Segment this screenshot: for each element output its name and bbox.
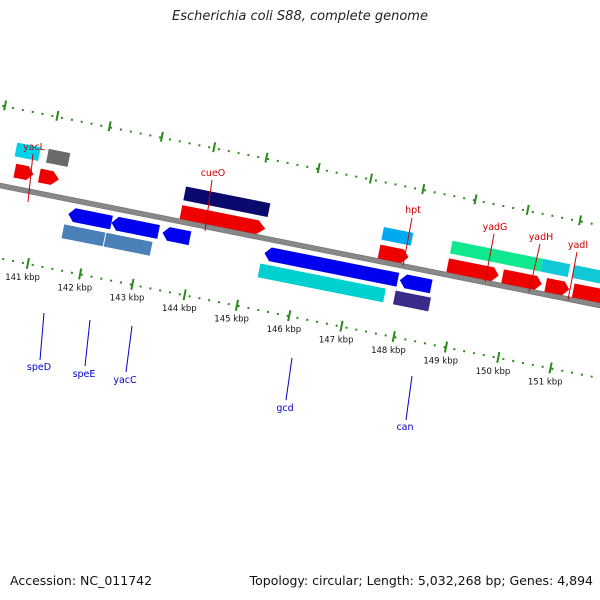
feature-yadG-green[interactable] [450, 240, 543, 272]
gene-label-speE: speE [73, 369, 96, 380]
outer-major-tick [525, 204, 530, 215]
gene-label-yacL: yacL [23, 142, 46, 153]
genome-stats-label: Topology: circular; Length: 5,032,268 bp… [249, 573, 593, 588]
inner-major-tick [391, 330, 396, 343]
feature-gcd-arrow[interactable] [263, 246, 400, 287]
gene-label-yadI: yadI [568, 240, 588, 251]
feature-hpt-cyan[interactable] [381, 227, 414, 246]
inner-major-tick [234, 299, 240, 311]
feature-speE-arrow[interactable] [110, 216, 160, 239]
rotated-track: 141 kbp 142 kbp 143 kbp 144 kbp 145 kbp 146 k… [0, 100, 600, 390]
gene-label-yacC: yacC [113, 375, 137, 386]
gene-labels-bottom: speD speE yacC gcd can [27, 362, 414, 433]
connector-hpt [402, 217, 413, 267]
kbp-tick-label: 142 kbp [58, 283, 93, 293]
genome-backbone [0, 174, 600, 321]
connector-speD [39, 312, 45, 361]
inner-major-tick [25, 257, 30, 270]
feature-outer-cyan-left[interactable] [14, 142, 41, 161]
connector-yadG [484, 233, 495, 283]
outer-major-tick [473, 194, 478, 205]
outer-major-tick [159, 131, 164, 142]
connector-yacC [125, 325, 133, 373]
inner-major-tick [443, 341, 449, 353]
feature-speE-steel[interactable] [103, 232, 153, 256]
feature-speD-arrow[interactable] [67, 207, 113, 230]
gene-label-speD: speD [27, 362, 51, 373]
kbp-scale-labels: 141 kbp 142 kbp 143 kbp 144 kbp 145 kbp 146 k… [5, 273, 563, 387]
feature-outer-arrow-right[interactable] [571, 283, 600, 304]
outer-major-ticks [3, 100, 583, 226]
kbp-tick-label: 141 kbp [5, 273, 40, 283]
kbp-tick-label: 147 kbp [319, 336, 354, 346]
kbp-tick-label: 149 kbp [423, 356, 458, 366]
outer-major-tick [3, 100, 8, 111]
outer-major-tick [421, 183, 426, 195]
feature-yadI-arrow[interactable] [544, 277, 570, 296]
inner-major-tick [130, 278, 135, 290]
gene-label-gcd: gcd [276, 403, 293, 414]
inner-tick-scale [0, 250, 600, 390]
connector-yacL [27, 153, 34, 203]
genome-title: Escherichia coli S88, complete genome [172, 9, 428, 24]
kbp-tick-label: 144 kbp [162, 304, 197, 314]
outer-major-tick [316, 163, 321, 174]
inner-major-tick [339, 320, 344, 332]
feature-hpt-arrow[interactable] [377, 244, 410, 265]
feature-can-arrow[interactable] [398, 273, 433, 294]
inner-major-tick [496, 351, 501, 364]
connector-cueO [204, 179, 213, 232]
kbp-tick-label: 151 kbp [528, 377, 563, 387]
inner-major-tick [182, 289, 187, 301]
kbp-tick-label: 150 kbp [476, 367, 511, 377]
outer-major-tick [369, 173, 373, 184]
gene-label-yadG: yadG [483, 222, 508, 233]
feature-yadG-arrow[interactable] [446, 258, 500, 282]
gene-label-can: can [396, 422, 413, 433]
feature-cueO-arrow[interactable] [179, 205, 267, 236]
kbp-tick-label: 145 kbp [214, 315, 249, 325]
connector-yadH [528, 243, 541, 293]
inner-major-tick [287, 310, 292, 322]
kbp-tick-label: 148 kbp [371, 346, 406, 356]
gene-label-cueO: cueO [201, 168, 226, 179]
outer-major-tick [212, 142, 217, 153]
outer-major-tick [107, 121, 112, 132]
feature-outer-gray[interactable] [46, 148, 71, 167]
accession-label: Accession: NC_011742 [10, 573, 153, 588]
gene-labels-top: yacL cueO hpt yadG yadH yadI [23, 142, 588, 251]
feature-cueO-navy[interactable] [183, 186, 271, 218]
outer-major-tick [55, 110, 60, 121]
connector-gcd [285, 357, 293, 401]
connector-can [405, 375, 413, 421]
feature-gcd-cyan[interactable] [257, 263, 386, 303]
feature-speD-steel[interactable] [61, 224, 106, 247]
connector-yadI [567, 251, 578, 301]
connector-speE [84, 319, 91, 367]
kbp-tick-label: 146 kbp [267, 325, 302, 335]
inner-major-tick [548, 362, 553, 374]
gene-label-yadH: yadH [529, 232, 554, 243]
outer-tick-scale [0, 102, 600, 243]
feature-outer-cyan-right[interactable] [571, 265, 600, 286]
feature-yadI-cyan[interactable] [540, 258, 571, 278]
label-connectors [27, 153, 578, 421]
feature-yadH-arrow[interactable] [501, 269, 543, 291]
feature-arrow-red-small[interactable] [37, 168, 60, 187]
inner-major-tick [78, 268, 83, 280]
outer-major-tick [578, 215, 583, 226]
gene-label-hpt: hpt [405, 205, 421, 216]
inner-major-ticks [25, 257, 553, 374]
kbp-tick-label: 143 kbp [110, 294, 145, 304]
feature-can-purple[interactable] [392, 290, 432, 312]
feature-yacC-arrow[interactable] [161, 226, 192, 246]
feature-arrow-red-left[interactable] [13, 163, 34, 181]
outer-major-tick [264, 152, 269, 163]
